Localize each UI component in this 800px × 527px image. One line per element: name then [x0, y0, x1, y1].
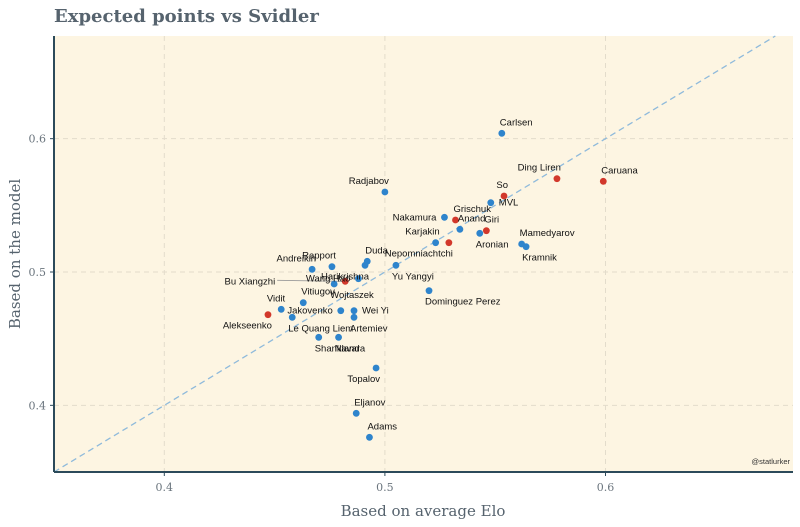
point-label: MVL [499, 198, 519, 209]
reference-line [53, 35, 776, 473]
tick-labels: 0.4 0.5 0.6 0.4 0.5 0.6 [29, 133, 615, 494]
data-point [372, 364, 380, 372]
point-label: Jakovenko [287, 306, 332, 317]
point-label: Eljanov [354, 397, 385, 408]
credit-text: @statlurker [752, 457, 791, 466]
point-label: Yu Yangyi [392, 271, 434, 282]
point-label: Artemiev [350, 323, 388, 334]
x-tick-label: 0.6 [597, 481, 615, 494]
point-label: Adams [367, 421, 397, 432]
data-point [350, 313, 358, 321]
point-label: Nepomniachtchi [385, 249, 453, 260]
point-label: Le Quang Liem [288, 323, 353, 334]
point-label: So [496, 180, 508, 191]
data-point [500, 192, 508, 200]
point-label: Topalov [347, 374, 380, 385]
data-point [315, 333, 323, 341]
data-point [498, 129, 506, 137]
y-tick-label: 0.4 [29, 399, 47, 412]
data-point [425, 287, 433, 295]
point-label: Aronian [476, 239, 509, 250]
data-points [264, 129, 607, 441]
data-point [366, 433, 373, 441]
label-leader [277, 279, 342, 282]
point-label: Duda [365, 245, 388, 256]
point-label: Kramnik [522, 253, 557, 264]
data-point [476, 229, 484, 237]
point-label: Wei Yi [362, 306, 389, 317]
plot-area [54, 36, 793, 472]
data-point [277, 305, 285, 313]
point-label: Wang Hao [306, 274, 351, 285]
grid-lines [54, 36, 793, 472]
point-label: Vitiugov [301, 287, 335, 298]
point-label: Giri [484, 215, 499, 226]
data-point [355, 275, 362, 283]
point-label: Radjabov [349, 176, 389, 187]
label-leader-lines [277, 279, 342, 282]
data-point [456, 225, 464, 233]
data-point [335, 333, 342, 341]
data-point [452, 216, 459, 224]
x-tick-label: 0.4 [156, 481, 174, 494]
point-label: Vidit [267, 293, 286, 304]
data-point [337, 307, 345, 315]
data-point [264, 311, 272, 319]
data-point [487, 199, 495, 207]
point-label: Karjakin [405, 227, 439, 238]
data-point [482, 227, 490, 235]
data-point [381, 188, 389, 196]
data-point [392, 261, 400, 269]
point-label: Grischuk [453, 204, 491, 215]
point-label: Navara [335, 343, 366, 354]
data-point [553, 175, 561, 183]
data-point [352, 409, 360, 417]
data-point [522, 243, 530, 251]
point-label: Wojtaszek [330, 290, 374, 301]
axes [53, 36, 793, 473]
y-tick-label: 0.6 [29, 133, 47, 146]
data-point [441, 213, 448, 221]
data-point [330, 280, 338, 288]
data-point [599, 177, 607, 185]
data-point [288, 313, 296, 321]
data-point [328, 263, 336, 271]
y-tick-label: 0.5 [29, 266, 47, 279]
point-label: Carlsen [500, 117, 533, 128]
x-axis-title: Based on average Elo [341, 502, 506, 520]
data-point [361, 261, 369, 269]
point-label: Dominguez Perez [425, 297, 501, 308]
point-label: Shankland [315, 343, 360, 354]
point-label: Bu Xiangzhi [224, 276, 275, 287]
data-point [432, 239, 440, 247]
point-labels: Carlsen Caruana Ding Liren So MVL Radjabov Gri… [223, 117, 639, 432]
x-tick-label: 0.5 [376, 481, 394, 494]
point-label: Harikrishna [321, 271, 370, 282]
point-label: Alekseenko [223, 321, 272, 332]
data-point [445, 239, 453, 247]
data-point [299, 299, 307, 307]
point-label: Nakamura [393, 212, 438, 223]
point-label: Mamedyarov [520, 228, 575, 239]
data-point [308, 265, 316, 273]
point-label: Rapport [302, 251, 336, 262]
chart-title: Expected points vs Svidler [54, 6, 319, 27]
point-label: Anand [458, 213, 485, 224]
y-axis-title: Based on the model [6, 179, 24, 329]
data-point [350, 307, 358, 315]
point-label: Caruana [601, 165, 638, 176]
point-label: Andreikin [276, 253, 316, 264]
point-label: Ding Liren [518, 163, 561, 174]
data-point [341, 277, 349, 285]
